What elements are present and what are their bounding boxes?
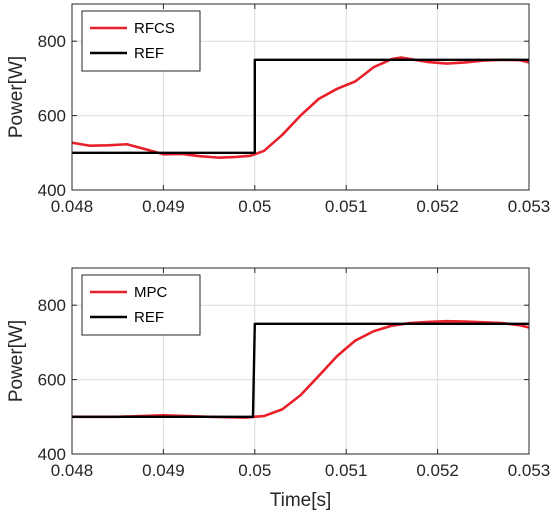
series-line-ref [72,322,529,418]
x-tick-label: 0.05 [238,197,271,216]
series-line-ref [72,58,529,155]
y-tick-label: 800 [38,32,66,51]
x-tick-label: 0.053 [508,197,550,216]
x-tick-label: 0.052 [416,197,459,216]
top-chart: 0.048 0.049 0.05 0.051 0.052 0.053 400 600 800 Po… [6,3,550,216]
legend-label-ref: REF [134,309,164,326]
x-tick-label: 0.049 [142,461,185,480]
bottom-chart: 0.048 0.049 0.05 0.051 0.052 0.053 400 600 800 Po… [6,267,550,511]
legend-box [81,10,201,72]
y-tick-label: 400 [38,445,66,464]
axes-frame [71,3,530,191]
x-tick-label: 0.049 [142,197,185,216]
y-tick-label: 600 [38,371,66,390]
x-tick-label: 0.051 [325,461,368,480]
x-axis-label: Time[s] [270,490,332,511]
x-tick-label: 0.05 [238,461,271,480]
x-tick-label: 0.053 [508,461,550,480]
x-tick-label: 0.048 [51,197,94,216]
y-tick-label: 400 [38,181,66,200]
x-tick-label: 0.052 [416,461,459,480]
axes-frame [71,267,530,455]
legend-box [81,274,201,336]
y-tick-label: 600 [38,107,66,126]
y-tick-label: 800 [38,296,66,315]
legend-label-ref: REF [134,45,164,62]
x-tick-label: 0.048 [51,461,94,480]
legend-label-rfcs: RFCS [134,20,175,37]
y-axis-label: Power[W] [6,320,27,402]
legend-label-mpc: MPC [134,284,168,301]
x-tick-label: 0.051 [325,197,368,216]
y-axis-label: Power[W] [6,56,27,138]
